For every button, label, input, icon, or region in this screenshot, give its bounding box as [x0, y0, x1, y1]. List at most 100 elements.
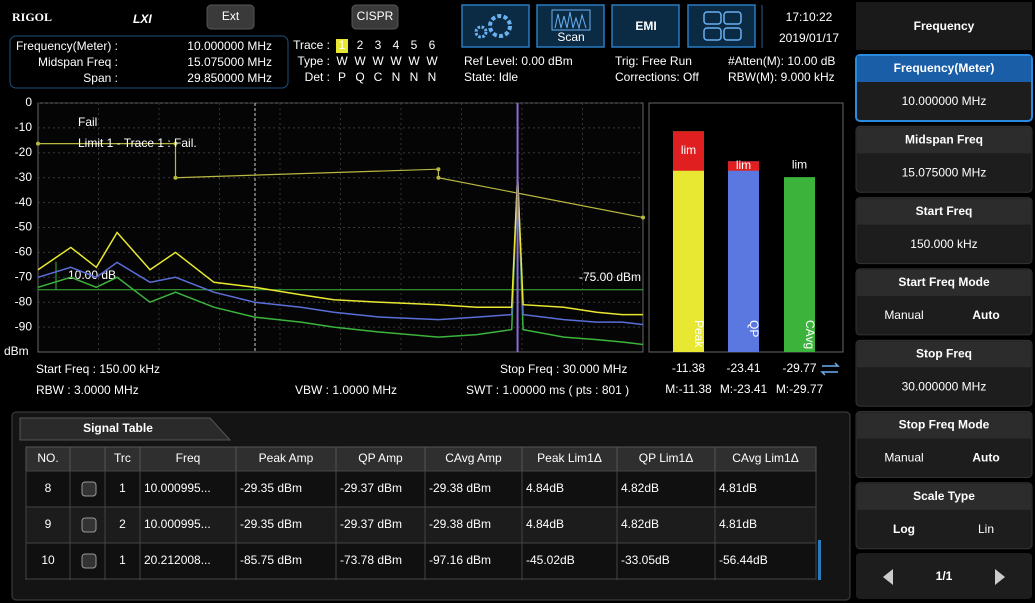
menu-item-header	[857, 341, 1031, 368]
trace-number: 4	[393, 38, 400, 52]
meter-mark: M:-11.38	[665, 382, 712, 396]
table-tab-label: Signal Table	[83, 421, 153, 435]
trace-detector: Q	[355, 70, 364, 84]
logo: RIGOL	[12, 10, 52, 24]
menu-item-value: 15.075000 MHz	[902, 165, 987, 179]
table-cell: 4.82dB	[621, 481, 659, 495]
footer-text: RBW : 3.0000 MHz	[36, 383, 139, 397]
menu-item-header	[857, 483, 1031, 510]
menu-item-label: Scale Type	[913, 489, 975, 503]
meter-value: -11.38	[672, 361, 705, 375]
param-value: 29.850000 MHz	[187, 71, 272, 85]
emi-label: EMI	[635, 19, 656, 33]
meter-bar	[784, 177, 815, 352]
row-checkbox[interactable]	[81, 481, 97, 497]
param-label: Span :	[83, 71, 118, 85]
footer-text: Start Freq : 150.00 kHz	[36, 362, 160, 376]
status-text: Corrections: Off	[615, 70, 699, 84]
table-cell: 4.82dB	[621, 517, 659, 531]
limit-label: lim	[792, 157, 807, 171]
trace-number: 1	[339, 38, 346, 52]
limit-point	[173, 175, 178, 180]
header-button[interactable]	[206, 4, 255, 30]
meter-mark: M:-23.41	[720, 382, 768, 396]
table-header-cell: NO.	[37, 451, 58, 465]
limit-point	[641, 215, 645, 220]
table-cell: -29.37 dBm	[340, 517, 402, 531]
trace-type: W	[372, 54, 384, 68]
trace-label: Type :	[297, 54, 330, 68]
trace-type: W	[390, 54, 402, 68]
status-text: #Atten(M): 10.00 dB	[728, 54, 835, 68]
table-cell: 4.81dB	[719, 481, 757, 495]
menu-title: Frequency	[914, 19, 975, 33]
limit-line	[38, 143, 644, 219]
grid-icon	[723, 27, 742, 41]
menu-item-label: Midspan Freq	[905, 132, 983, 146]
icon-button[interactable]	[687, 4, 756, 48]
y-unit: dBm	[4, 344, 29, 358]
trace-label: Trace :	[293, 38, 330, 52]
header-button[interactable]	[351, 4, 399, 30]
menu-item-header	[857, 412, 1031, 439]
status-text: Trig: Free Run	[615, 54, 692, 68]
menu-option: Auto	[972, 308, 999, 322]
menu-item-header	[857, 198, 1031, 225]
header-button-label: Ext	[222, 9, 240, 23]
table-cell: 10	[41, 553, 55, 567]
status-text: RBW(M): 9.000 kHz	[728, 70, 835, 84]
table-cell: -29.35 dBm	[240, 517, 302, 531]
y-tick-label: -30	[15, 170, 33, 184]
table-cell: 4.84dB	[526, 481, 564, 495]
menu-option: Lin	[978, 522, 994, 536]
menu-option: Auto	[972, 451, 999, 465]
menu-item-value: 30.000000 MHz	[902, 379, 987, 393]
param-label: Midspan Freq :	[38, 55, 118, 69]
trace-detector: N	[392, 70, 401, 84]
row-checkbox[interactable]	[81, 553, 97, 569]
table-row	[25, 506, 817, 544]
menu-option: Log	[893, 522, 915, 536]
lxi-logo: LXI	[133, 12, 152, 26]
table-cell: -29.38 dBm	[429, 517, 491, 531]
table-row	[25, 542, 817, 580]
table-header-cell: CAvg Amp	[445, 451, 502, 465]
menu-option: Manual	[884, 308, 923, 322]
table-cell: 20.212008...	[144, 553, 211, 567]
table-cell: -85.75 dBm	[240, 553, 302, 567]
page-next[interactable]	[995, 569, 1005, 585]
param-value: 10.000000 MHz	[187, 39, 272, 53]
menu-item-value: 150.000 kHz	[910, 237, 977, 251]
icon-button[interactable]	[461, 4, 530, 48]
gear-icon	[474, 25, 488, 39]
table-cell: 2	[119, 517, 126, 531]
table-header-cell: Peak Lim1Δ	[537, 451, 602, 465]
table-header-cell: Peak Amp	[259, 451, 314, 465]
y-tick-label: -90	[15, 319, 33, 333]
status-text: Ref Level: 0.00 dBm	[464, 54, 573, 68]
trace-label: Det :	[305, 70, 330, 84]
scan-label: Scan	[557, 30, 584, 44]
limit-point	[436, 175, 441, 180]
row-checkbox[interactable]	[81, 517, 97, 533]
limit-label: lim	[736, 158, 751, 172]
menu-item-header	[857, 56, 1031, 82]
table-cell: 10.000995...	[144, 481, 211, 495]
page-prev[interactable]	[883, 569, 893, 585]
grid-icon	[703, 11, 722, 25]
page-label: 1/1	[936, 569, 953, 583]
table-header-cell: QP Lim1Δ	[639, 451, 693, 465]
table-cell: 1	[119, 481, 126, 495]
y-tick-label: -40	[15, 195, 33, 209]
table-cell: -33.05dB	[621, 553, 670, 567]
table-cell: 10.000995...	[144, 517, 211, 531]
menu-item-label: Stop Freq	[916, 346, 972, 360]
table-header-cell: Trc	[114, 451, 131, 465]
scan-icon	[554, 11, 587, 30]
menu-item-label: Start Freq	[916, 204, 973, 218]
meter-over-limit	[673, 131, 704, 171]
meter-mark: M:-29.77	[776, 382, 824, 396]
icon-button[interactable]	[611, 4, 680, 48]
limit-label: lim	[681, 143, 696, 157]
trace-active	[336, 39, 348, 53]
